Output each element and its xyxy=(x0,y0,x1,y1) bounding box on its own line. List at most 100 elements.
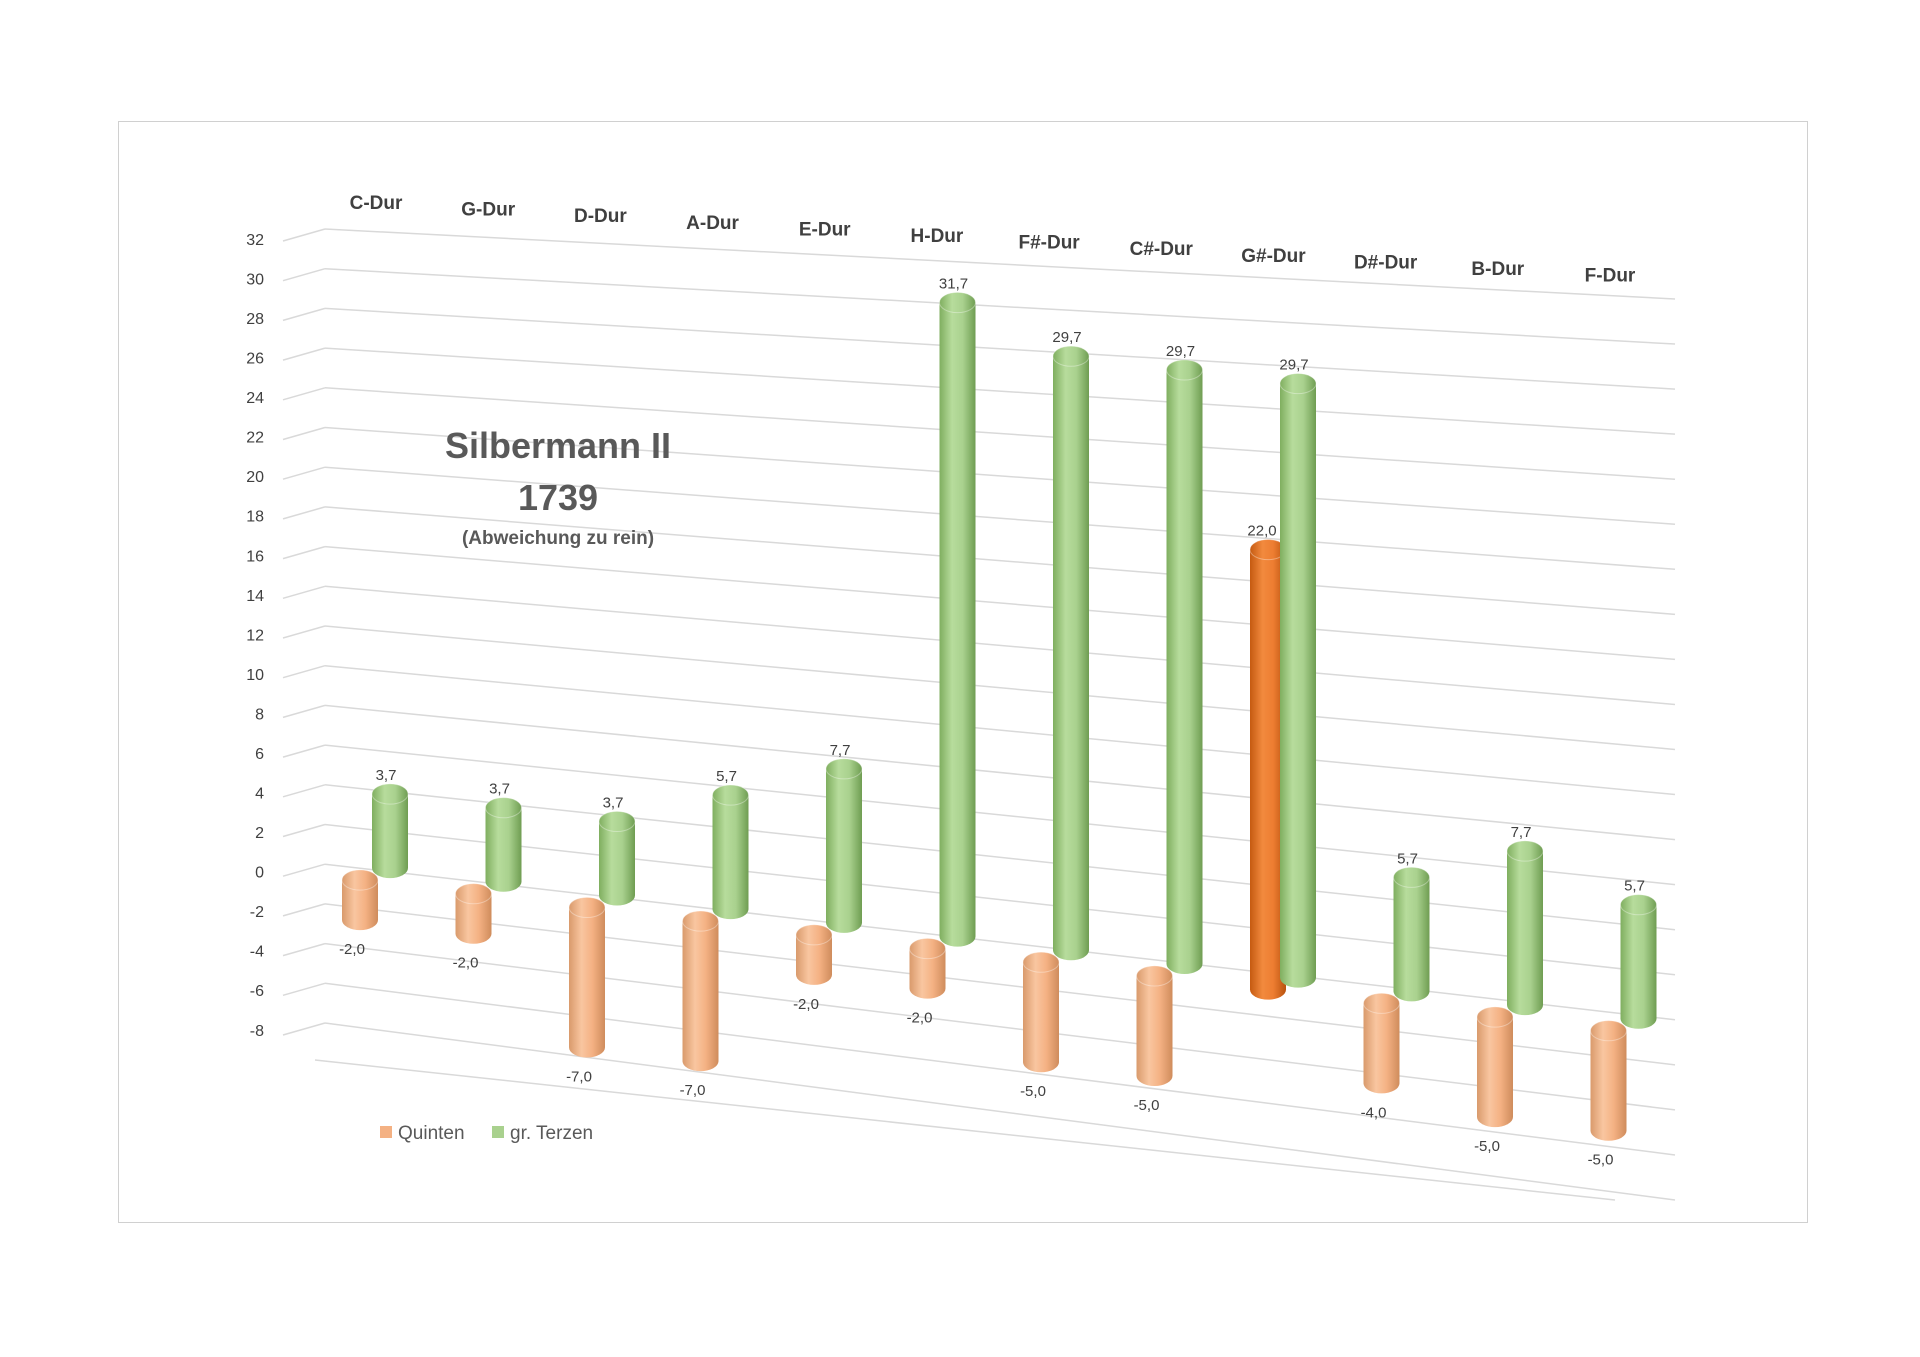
category-labels: C-Dur G-Dur D-Dur A-Dur E-Dur H-Dur F#-Dur C#-D… xyxy=(350,193,1636,287)
bar-terzen xyxy=(825,758,863,933)
gridline xyxy=(324,625,1676,751)
y-tick-label: -8 xyxy=(250,1023,264,1040)
bar-quinten-base xyxy=(342,909,378,931)
gridline-floor xyxy=(282,704,326,719)
category-label: F-Dur xyxy=(1585,266,1636,287)
bar-terzen-body xyxy=(826,768,862,923)
gridline-floor xyxy=(282,664,326,679)
gridlines xyxy=(282,228,1676,1201)
data-labels: -2,0 3,7 -2,0 3,7 -7,0 3,7 -7,0 5,7 -2,0 7,7 -2,0 3… xyxy=(339,276,1645,1169)
data-label-quinten: 22,0 xyxy=(1247,523,1276,540)
data-label-quinten: -7,0 xyxy=(680,1082,706,1099)
bar-terzen-body xyxy=(599,821,635,896)
bar-terzen xyxy=(485,797,522,892)
bar-quinten xyxy=(682,910,719,1072)
bar-quinten-body xyxy=(1363,1003,1400,1084)
floor-edge xyxy=(314,1059,1616,1201)
gridline xyxy=(324,784,1676,931)
y-tick-label: -6 xyxy=(250,983,264,1000)
category-label: C-Dur xyxy=(350,193,403,214)
bar-terzen-cap xyxy=(371,783,409,805)
bar-terzen-body xyxy=(712,795,749,910)
gridline-floor xyxy=(282,982,326,997)
chart-title: Silbermann II xyxy=(445,425,671,466)
data-label-terzen: 3,7 xyxy=(376,767,397,784)
bar-terzen-body xyxy=(1393,877,1430,992)
bar-terzen-base xyxy=(1053,940,1089,961)
bar-terzen xyxy=(598,810,636,906)
bar-terzen-base xyxy=(1620,1008,1657,1029)
y-tick-label: 18 xyxy=(246,509,264,526)
bar-quinten-body xyxy=(682,921,719,1062)
bar-quinten-base xyxy=(796,964,832,985)
gridline xyxy=(324,466,1676,571)
bar-quinten-cap xyxy=(909,937,946,960)
y-tick-label: 26 xyxy=(246,351,264,368)
category-label: G#-Dur xyxy=(1241,246,1306,267)
bar-quinten-cap xyxy=(682,910,719,932)
gridline xyxy=(324,228,1676,300)
bar-terzen-cap xyxy=(939,291,976,314)
bar-terzen-base xyxy=(372,857,408,879)
data-label-terzen: 5,7 xyxy=(1624,878,1645,895)
gridline-floor xyxy=(282,387,326,401)
bar-terzen-body xyxy=(1166,369,1203,964)
y-tick-label: 28 xyxy=(246,311,264,328)
gridline xyxy=(324,823,1676,976)
gridline xyxy=(324,942,1676,1111)
gridline xyxy=(324,1022,1676,1201)
data-label-quinten: -4,0 xyxy=(1361,1104,1387,1121)
bar-quinten-cap xyxy=(795,924,833,946)
bar-terzen-body xyxy=(485,807,522,882)
bar-terzen xyxy=(939,291,976,947)
gridline-floor xyxy=(282,863,326,877)
gridline xyxy=(324,585,1676,706)
bar-quinten xyxy=(909,937,946,999)
category-label: G-Dur xyxy=(461,200,515,221)
bar-terzen-base xyxy=(939,926,976,947)
bar-quinten-cap xyxy=(1476,1006,1514,1028)
y-tick-label: -2 xyxy=(250,904,264,921)
category-label: C#-Dur xyxy=(1130,239,1194,260)
data-label-terzen: 29,7 xyxy=(1052,329,1081,346)
gridline-floor xyxy=(282,1022,326,1036)
bar-terzen-cap xyxy=(712,784,749,806)
y-tick-label: 30 xyxy=(246,271,264,288)
bar-terzen-cap xyxy=(825,758,863,780)
gridline-floor xyxy=(282,545,326,560)
gridline xyxy=(324,267,1676,345)
y-tick-label: 24 xyxy=(246,390,264,407)
gridline xyxy=(324,982,1676,1156)
legend-label-quinten: Quinten xyxy=(398,1123,465,1144)
data-label-quinten: -5,0 xyxy=(1020,1083,1046,1100)
bar-quinten xyxy=(1476,1006,1514,1128)
bar-quinten-cap xyxy=(1136,965,1173,987)
bar-terzen-base xyxy=(485,871,522,892)
data-label-terzen: 29,7 xyxy=(1279,357,1308,374)
category-label: A-Dur xyxy=(686,213,739,234)
data-label-quinten: -2,0 xyxy=(793,996,819,1013)
bar-quinten-base xyxy=(1250,979,1286,1000)
data-label-terzen: 5,7 xyxy=(1397,850,1418,867)
chart-title-year: 1739 xyxy=(518,477,598,518)
bar-quinten xyxy=(795,924,833,985)
data-label-quinten: -2,0 xyxy=(453,955,479,972)
bar-terzen-body xyxy=(372,794,408,868)
gridline xyxy=(324,307,1676,390)
bar-terzen-cap xyxy=(1166,359,1203,381)
data-label-terzen: 7,7 xyxy=(830,742,851,759)
category-label: D-Dur xyxy=(574,206,627,227)
category-label: H-Dur xyxy=(911,226,964,247)
data-label-quinten: -5,0 xyxy=(1134,1097,1160,1114)
category-label: F#-Dur xyxy=(1018,233,1080,254)
bar-quinten-cap xyxy=(1363,992,1400,1014)
gridline-floor xyxy=(282,347,326,361)
gridline xyxy=(324,387,1676,480)
bar-quinten-cap xyxy=(568,896,606,918)
bar-terzen-base xyxy=(1393,981,1430,1002)
category-label: E-Dur xyxy=(799,219,851,240)
y-tick-label: 2 xyxy=(255,825,264,842)
gridline-floor xyxy=(282,625,326,639)
